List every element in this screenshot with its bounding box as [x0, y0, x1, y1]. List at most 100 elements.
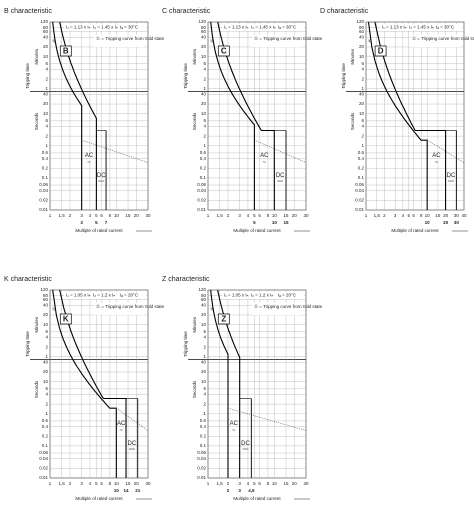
x-tick-label: 1,5: [217, 481, 224, 486]
y-tick-label: 0.6: [358, 150, 365, 155]
x-tick-label: 20: [292, 481, 298, 486]
condition-text: I₂ = 1.2 x Iₙ: [93, 293, 115, 298]
curve-letter: C: [221, 47, 227, 56]
y-tick-label: 10: [359, 54, 365, 59]
y-tick-label: 1: [45, 411, 48, 416]
y-tick-label: 1: [45, 143, 48, 148]
y-tick-label: 20: [201, 369, 207, 374]
x-tick-label: 1,5: [374, 213, 381, 218]
x-tick-label: 30: [145, 213, 151, 218]
x-tick-label: 20: [134, 213, 140, 218]
chart-panel: B characteristic120806040201064214020106…: [4, 8, 165, 233]
y-tick-label: 6: [361, 118, 364, 123]
x-tick-label: 8: [109, 481, 112, 486]
trip-multiple-label: 7: [105, 220, 108, 225]
ac-label: AC: [260, 153, 269, 159]
chart-title: C characteristic: [162, 8, 211, 15]
y-tick-label: 80: [201, 293, 207, 298]
x-tick-label: 1: [365, 213, 368, 218]
y-tick-label: 6: [45, 118, 48, 123]
x-tick-label: 6: [100, 481, 103, 486]
trip-curve: [210, 21, 255, 211]
y-tick-label: 0.04: [39, 456, 48, 461]
dc-label: DC: [128, 441, 137, 447]
y-tick-label: 4: [45, 124, 48, 129]
x-tick-label: 3: [238, 481, 241, 486]
condition-text: I₁ = 1.05 x Iₙ: [66, 293, 91, 298]
y-axis-label: Tripping time: [183, 63, 188, 89]
y-tick-label: 0.2: [42, 165, 49, 170]
y-tick-label: 0.01: [197, 207, 206, 212]
y-tick-label: 0.06: [197, 450, 206, 455]
trip-curve: [217, 289, 241, 479]
x-tick-label: 4: [247, 213, 250, 218]
trip-multiple-label: 20: [443, 220, 449, 225]
seconds-label: Seconds: [34, 380, 39, 398]
x-tick-label: 30: [303, 213, 309, 218]
y-tick-label: 10: [201, 111, 207, 116]
trip-curve: [59, 21, 97, 211]
letter-box: [59, 45, 72, 57]
cold-curve: [254, 139, 307, 163]
conditions-box: [222, 24, 304, 31]
x-tick-label: 1,5: [217, 213, 224, 218]
y-tick-label: 4: [45, 67, 48, 72]
y-tick-label: 2: [203, 401, 206, 406]
cold-curve: [116, 407, 149, 431]
y-tick-label: 0.4: [200, 156, 207, 161]
y-tick-label: 1: [203, 354, 206, 359]
trip-multiple-label: 10: [425, 220, 431, 225]
y-tick-label: 20: [201, 312, 207, 317]
y-tick-label: 120: [40, 287, 48, 292]
conditions-box: [222, 292, 304, 299]
y-tick-label: 0.4: [42, 424, 49, 429]
ac-tilde: ~: [232, 428, 236, 434]
y-tick-label: 40: [201, 92, 207, 97]
legend-note: ① = Tripping curve from cold state: [96, 36, 165, 41]
x-tick-label: 15: [435, 213, 441, 218]
y-tick-label: 0.2: [200, 165, 207, 170]
y-tick-label: 0.1: [42, 443, 49, 448]
condition-text: I₂ = 1.45 x Iₙ: [409, 25, 434, 30]
condition-text: I₁ = 1.05 x Iₙ: [224, 293, 249, 298]
x-tick-label: 3: [394, 213, 397, 218]
x-tick-label: 2: [227, 481, 230, 486]
y-tick-label: 0.02: [39, 198, 48, 203]
seconds-label: Seconds: [192, 112, 197, 130]
x-tick-label: 5: [253, 481, 256, 486]
note-box: [410, 35, 460, 47]
y-tick-label: 6: [203, 61, 206, 66]
y-tick-label: 6: [203, 329, 206, 334]
y-tick-label: 0.4: [358, 156, 365, 161]
dc-label: DC: [97, 173, 106, 179]
y-tick-label: 2: [361, 76, 364, 81]
trip-multiple-label: 5: [253, 220, 256, 225]
y-tick-label: 120: [198, 287, 206, 292]
y-axis-label: Tripping time: [183, 331, 188, 357]
x-tick-label: 1: [49, 481, 52, 486]
condition-text: tₐ = 20°C: [120, 293, 139, 298]
y-tick-label: 1: [361, 143, 364, 148]
x-tick-label: 10: [114, 213, 120, 218]
y-tick-label: 40: [359, 92, 365, 97]
x-tick-label: 30: [303, 481, 309, 486]
trip-curve: [52, 289, 117, 479]
x-tick-label: 8: [267, 481, 270, 486]
chart-panel: D characteristic120806040201064214020106…: [320, 8, 474, 233]
y-tick-label: 4: [203, 335, 206, 340]
y-tick-label: 2: [361, 133, 364, 138]
ac-tilde: ~: [87, 160, 91, 166]
letter-box: [59, 313, 72, 325]
y-tick-label: 60: [201, 29, 207, 34]
y-tick-label: 6: [45, 329, 48, 334]
legend-note: ① = Tripping curve from cold state: [96, 304, 165, 309]
x-tick-label: 40: [461, 213, 467, 218]
y-tick-label: 0.04: [39, 188, 48, 193]
seconds-label: Seconds: [350, 112, 355, 130]
y-tick-label: 1: [45, 86, 48, 91]
note-box: [94, 35, 144, 47]
curve-letter: Z: [221, 315, 226, 324]
ac-label: AC: [230, 421, 239, 427]
y-tick-label: 1: [203, 411, 206, 416]
y-tick-label: 20: [201, 44, 207, 49]
